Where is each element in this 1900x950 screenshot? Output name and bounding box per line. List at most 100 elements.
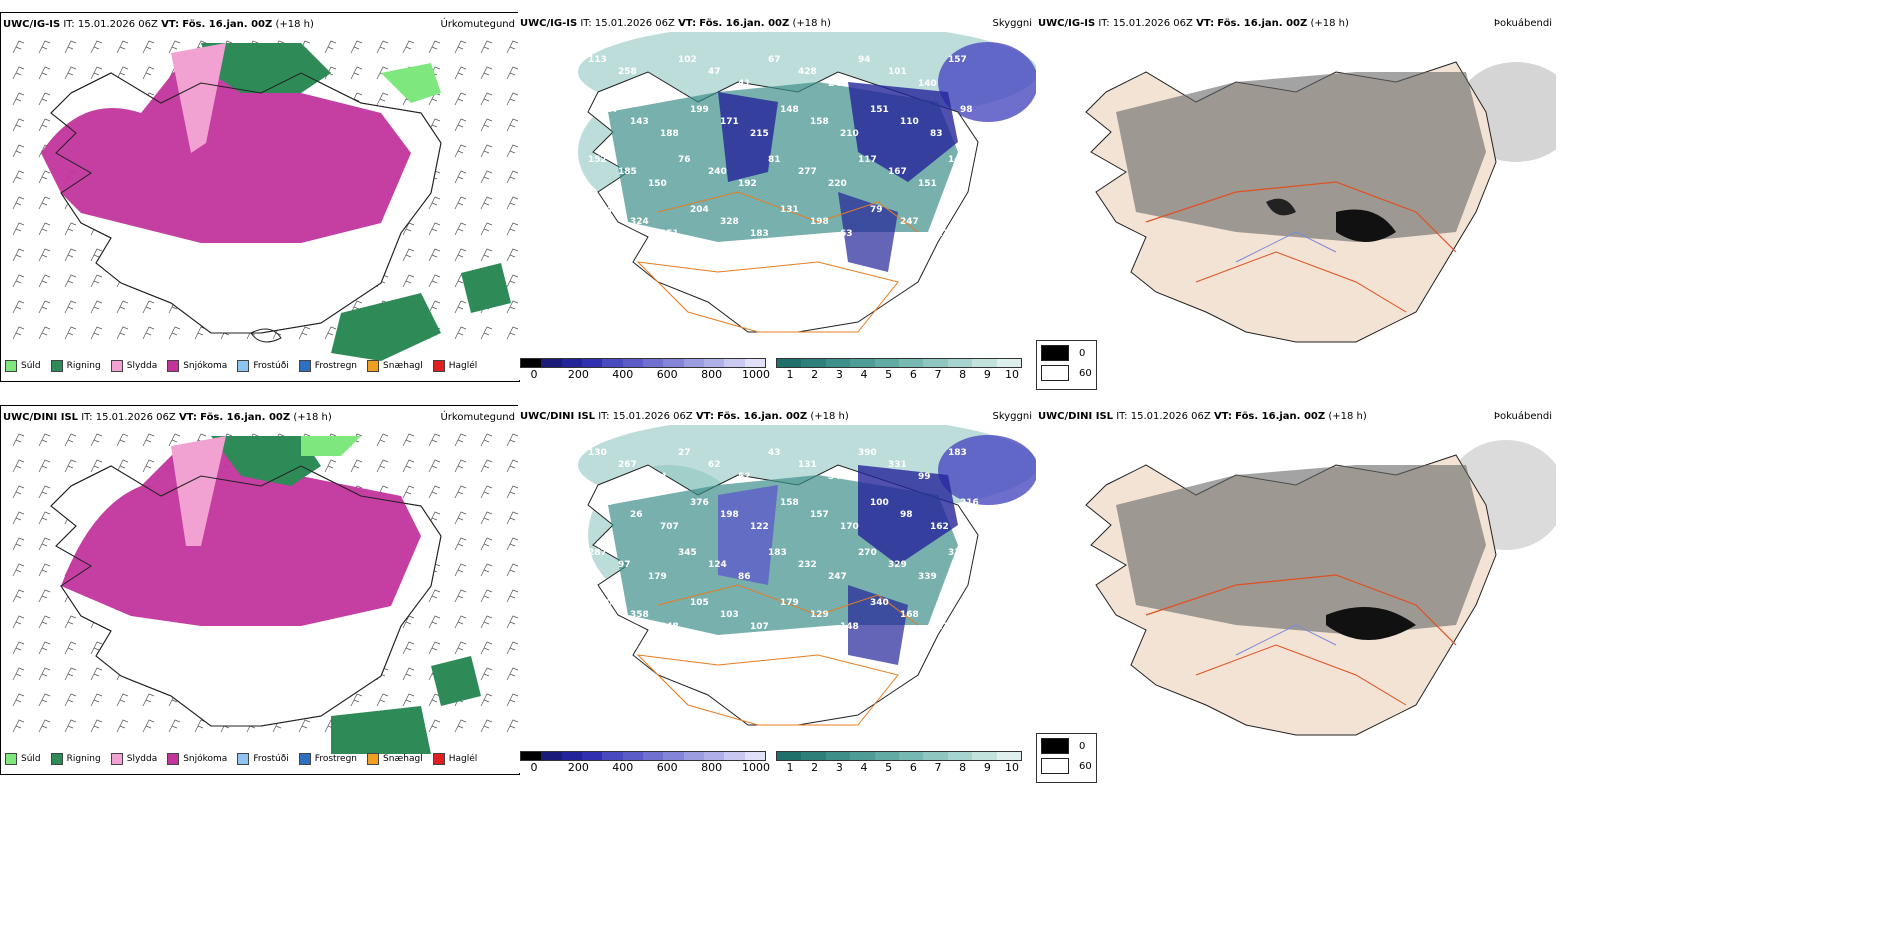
- cloud-base-label: 83: [930, 129, 943, 139]
- cloud-base-label: 107: [750, 622, 769, 632]
- wind-barb: [90, 326, 103, 340]
- colorbar-unit: km: [774, 771, 791, 773]
- cloud-base-label: 345: [678, 548, 697, 558]
- fog-key-swatch: [1041, 365, 1069, 381]
- legend-swatch: [432, 753, 445, 765]
- precip-type-panel-top: UWC/IG-IS IT: 15.01.2026 06Z VT: Fös. 16…: [0, 12, 520, 382]
- wind-barb: [116, 693, 129, 707]
- colorbar-tick: 3: [835, 368, 843, 380]
- wind-barb: [454, 563, 467, 577]
- wind-barb: [12, 326, 25, 340]
- cloud-base-label: 158: [810, 117, 829, 127]
- cloud-base-label: 247: [828, 572, 847, 582]
- cloud-base-label: 331: [888, 460, 907, 470]
- colorbar-tick: 5: [885, 368, 893, 380]
- wind-barb: [12, 719, 25, 733]
- wind-barb: [428, 248, 441, 262]
- wind-barb: [506, 222, 519, 236]
- cloud-base-label: 86: [738, 572, 751, 582]
- cloud-base-label: 179: [648, 572, 667, 582]
- colorbar-tick: 400: [612, 368, 634, 380]
- colorbar-segment: [703, 359, 725, 367]
- wind-barb: [480, 144, 493, 158]
- wind-barb: [480, 222, 493, 236]
- wind-barb: [38, 485, 51, 499]
- colorbar-segment: [801, 752, 826, 760]
- wind-barb: [480, 459, 493, 473]
- colorbar-segment: [899, 359, 924, 367]
- colorbar-tick: 1000: [742, 368, 770, 380]
- wind-barb: [64, 66, 77, 80]
- wind-barb: [376, 693, 389, 707]
- wind-barb: [454, 485, 467, 499]
- colorbar-segment: [947, 752, 973, 760]
- cloud-base-label: 47: [708, 67, 721, 77]
- wind-barb: [38, 40, 51, 54]
- colorbar-tick: 0: [530, 761, 538, 773]
- cloud-base-label: 339: [918, 572, 937, 582]
- colorbar-segment: [825, 359, 851, 367]
- cloud-base-label: 97: [618, 560, 631, 570]
- wind-barb: [38, 459, 51, 473]
- colorbar-tick: 400: [612, 761, 634, 773]
- colorbar-segment: [561, 359, 582, 367]
- colorbar-segment: [541, 359, 562, 367]
- wind-barb: [168, 719, 181, 733]
- wind-barb: [64, 615, 77, 629]
- cloud-base-label: 67: [768, 55, 781, 65]
- colorbar-tick: 4: [860, 368, 868, 380]
- cloud-base-label: 329: [888, 560, 907, 570]
- legend-label: Frostúði: [253, 754, 289, 764]
- legend-item: Frostúði: [237, 753, 289, 765]
- colorbar-segment: [521, 359, 542, 367]
- wind-barb: [376, 92, 389, 106]
- legend-label: Snjókoma: [183, 754, 228, 764]
- wind-barb: [480, 589, 493, 603]
- legend-swatch: [367, 753, 380, 765]
- wind-barb: [90, 667, 103, 681]
- wind-barb: [506, 667, 519, 681]
- cloud-base-label: 270: [858, 548, 877, 558]
- cloud-base-label: 215: [750, 129, 769, 139]
- wind-barb: [116, 326, 129, 340]
- visibility-ticks: km1 2 3 4 5 6 7 8 9 10: [774, 761, 1022, 773]
- wind-barb: [454, 196, 467, 210]
- legend-swatch: [110, 753, 123, 765]
- wind-barb: [142, 40, 155, 54]
- wind-barb: [480, 66, 493, 80]
- wind-barb: [90, 274, 103, 288]
- precip-map: [12, 433, 519, 754]
- wind-barb: [480, 326, 493, 340]
- cloud-base-label: 62: [708, 460, 721, 470]
- panel-type-label: Úrkomutegund: [440, 412, 515, 423]
- cloud-base-label: 101: [888, 67, 907, 77]
- wind-barb: [38, 719, 51, 733]
- legend-label: Slydda: [126, 361, 158, 371]
- wind-barb: [64, 326, 77, 340]
- wind-barb: [168, 433, 181, 447]
- wind-barb: [454, 222, 467, 236]
- wind-barb: [402, 641, 415, 655]
- wind-barb: [12, 248, 25, 262]
- wind-barb: [38, 92, 51, 106]
- fog-key-label: 0: [1079, 347, 1086, 359]
- wind-barb: [324, 40, 337, 54]
- colorbar-unit: m: [518, 771, 529, 773]
- legend-swatch: [298, 753, 311, 765]
- wind-barb: [38, 118, 51, 132]
- cloud-base-label: 76: [678, 155, 691, 165]
- colorbar-tick: 2: [811, 761, 819, 773]
- wind-barb: [38, 537, 51, 551]
- colorbar-tick: 6: [909, 761, 917, 773]
- panel-title: UWC/DINI ISL IT: 15.01.2026 06Z VT: Fös.…: [520, 411, 849, 422]
- visibility-colorbar: km1 2 3 4 5 6 7 8 9 10: [774, 358, 1022, 380]
- colorbar-tick: 8: [959, 368, 967, 380]
- wind-barb: [480, 248, 493, 262]
- wind-barb: [38, 693, 51, 707]
- wind-barb: [454, 118, 467, 132]
- wind-barb: [142, 693, 155, 707]
- wind-barb: [90, 40, 103, 54]
- wind-barb: [376, 40, 389, 54]
- wind-barb: [64, 222, 77, 236]
- wind-barb: [480, 170, 493, 184]
